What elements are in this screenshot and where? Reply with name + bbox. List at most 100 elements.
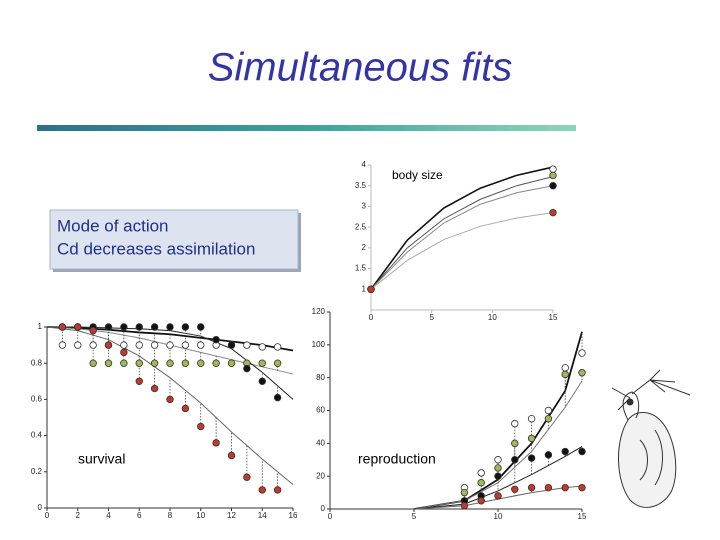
point	[511, 456, 519, 464]
y-tick-label: 1.5	[355, 264, 367, 273]
point	[494, 464, 502, 472]
point	[273, 359, 282, 367]
point	[549, 182, 557, 190]
chart-title: survival	[78, 451, 125, 467]
point	[212, 439, 220, 447]
note-line: Mode of action	[57, 216, 169, 235]
point	[243, 341, 251, 349]
point	[166, 359, 174, 367]
point	[477, 469, 485, 477]
x-tick-label: 5	[429, 313, 434, 322]
point	[549, 171, 557, 180]
point	[135, 359, 143, 367]
y-tick-label: 4	[362, 160, 367, 169]
y-tick-label: 40	[316, 438, 325, 447]
point	[150, 384, 159, 393]
point	[477, 497, 485, 505]
point	[511, 419, 519, 428]
point	[460, 488, 469, 497]
point	[150, 341, 159, 349]
point	[212, 335, 220, 344]
point	[166, 395, 174, 404]
point	[578, 369, 586, 377]
point	[258, 359, 266, 367]
fit-line	[413, 446, 583, 510]
y-tick-label: 2.5	[355, 222, 367, 231]
point	[150, 323, 159, 331]
point	[511, 485, 519, 493]
point	[544, 483, 553, 492]
y-tick-label: 20	[316, 471, 325, 480]
point	[561, 447, 569, 456]
point	[494, 456, 502, 464]
point	[135, 341, 143, 349]
y-tick-label: 0.8	[31, 358, 43, 367]
fit-line	[370, 166, 554, 290]
fit-line	[370, 176, 554, 290]
y-tick-label: 100	[312, 340, 326, 349]
daphnia-illustration	[611, 369, 691, 508]
point	[549, 165, 557, 173]
point	[74, 341, 82, 349]
y-tick-label: 120	[312, 307, 326, 316]
x-tick-label: 15	[578, 512, 587, 521]
x-tick-label: 14	[258, 511, 267, 520]
point	[460, 502, 469, 510]
point	[477, 479, 485, 487]
y-tick-label: 80	[316, 373, 325, 382]
point	[227, 359, 236, 367]
x-tick-label: 8	[168, 511, 173, 520]
point	[227, 451, 236, 460]
point	[527, 454, 536, 462]
point	[181, 359, 190, 367]
x-tick-label: 0	[369, 313, 374, 322]
point	[561, 364, 569, 372]
point	[58, 341, 67, 349]
point	[578, 447, 586, 456]
y-tick-label: 0.2	[31, 467, 43, 476]
point	[494, 492, 502, 500]
point	[120, 323, 128, 331]
point	[273, 393, 282, 402]
point	[197, 422, 205, 431]
x-tick-label: 15	[549, 313, 558, 322]
point	[197, 359, 205, 367]
x-tick-label: 16	[289, 511, 298, 520]
point	[58, 323, 67, 331]
fit-line	[413, 380, 583, 510]
point	[89, 326, 97, 335]
point	[181, 404, 190, 413]
x-tick-label: 10	[196, 511, 205, 520]
note-line: Cd decreases assimilation	[57, 239, 255, 258]
x-tick-label: 0	[328, 512, 333, 521]
point	[544, 451, 553, 459]
point	[212, 359, 220, 367]
point	[578, 349, 586, 357]
point	[166, 323, 174, 331]
fit-line	[46, 326, 294, 352]
point	[273, 486, 282, 494]
y-tick-label: 2	[362, 243, 367, 252]
chart-title: body size	[392, 168, 443, 182]
slide-title: Simultaneous fits	[208, 46, 513, 90]
point	[227, 341, 236, 349]
point	[181, 341, 190, 349]
x-tick-label: 4	[106, 511, 111, 520]
y-tick-label: 0	[38, 503, 43, 512]
point	[120, 348, 128, 357]
point	[561, 370, 569, 379]
point	[527, 483, 536, 492]
x-tick-label: 10	[488, 313, 497, 322]
point	[150, 359, 159, 367]
y-tick-label: 1	[362, 284, 367, 293]
fit-line	[370, 212, 554, 290]
point	[104, 323, 113, 331]
point	[578, 483, 586, 492]
point	[367, 285, 375, 293]
point	[494, 472, 502, 480]
point	[527, 434, 536, 443]
point	[135, 323, 143, 331]
point	[166, 341, 174, 349]
x-tick-label: 5	[412, 512, 417, 521]
x-tick-label: 12	[227, 511, 236, 520]
